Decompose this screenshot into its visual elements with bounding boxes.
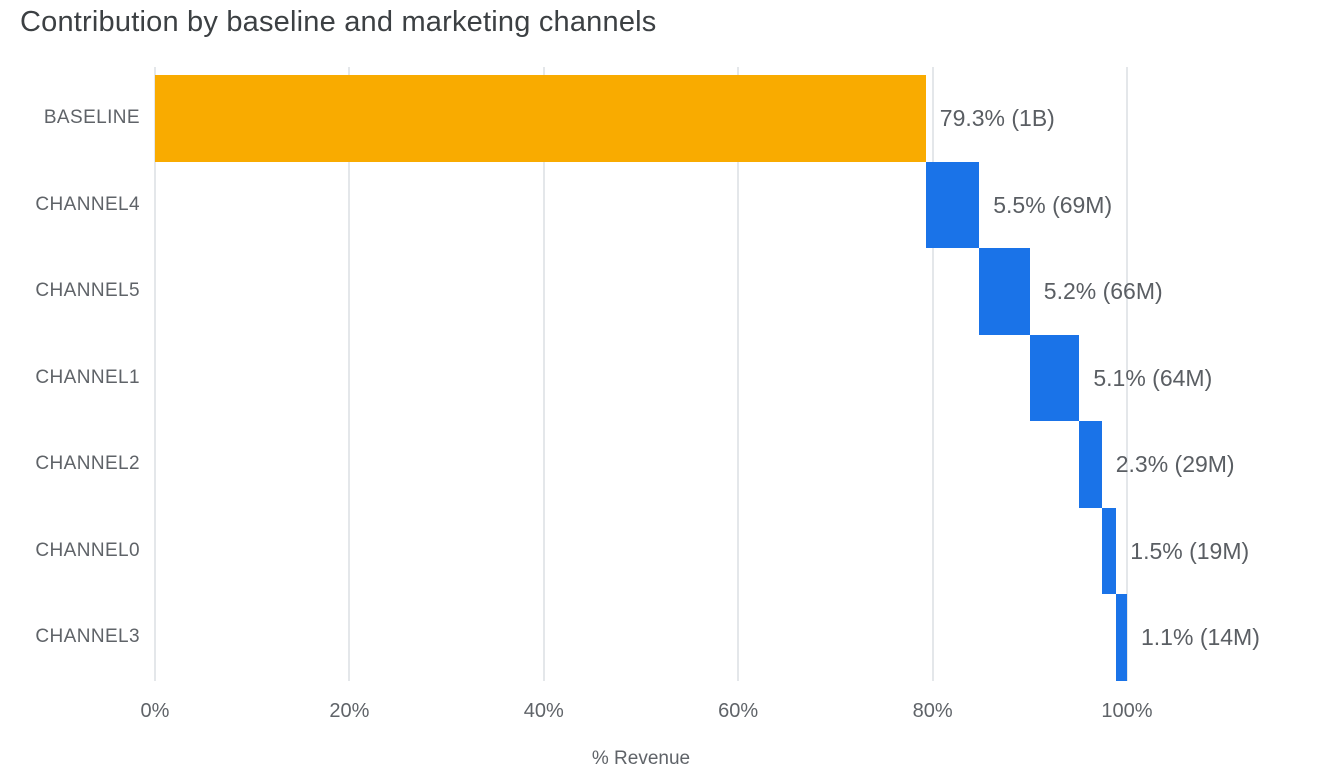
category-label-channel3: CHANNEL3 [35, 626, 140, 647]
bar-baseline[interactable] [155, 75, 926, 162]
bar-channel5[interactable] [979, 248, 1030, 335]
category-label-channel0: CHANNEL0 [35, 539, 140, 561]
gridline [154, 67, 156, 681]
bar-channel3[interactable] [1116, 594, 1127, 681]
x-tick-label: 100% [1101, 700, 1153, 722]
bar-channel4[interactable] [925, 161, 980, 248]
gridline [1126, 67, 1128, 681]
category-label-channel5: CHANNEL5 [35, 280, 140, 301]
bar-value-label: 5.1% (64M) [1093, 364, 1213, 391]
x-tick-label: 60% [718, 700, 759, 722]
x-tick-label: 80% [912, 700, 953, 722]
bar-value-label: 79.3% (1B) [939, 105, 1055, 131]
gridline [348, 67, 351, 681]
bar-value-label: 1.1% (14M) [1141, 624, 1260, 650]
bar-value-label: 5.5% (69M) [993, 191, 1113, 218]
gridline [931, 67, 934, 681]
category-label-channel4: CHANNEL4 [35, 193, 140, 215]
x-axis-title: % Revenue [591, 748, 691, 769]
x-tick-label: 20% [329, 700, 370, 722]
gridline [542, 67, 545, 681]
category-label-channel1: CHANNEL1 [35, 366, 140, 388]
category-label-channel2: CHANNEL2 [35, 453, 140, 474]
x-tick-label: 40% [523, 700, 564, 722]
gridline [737, 67, 740, 681]
bar-channel2[interactable] [1079, 421, 1102, 508]
bar-value-label: 1.5% (19M) [1130, 537, 1250, 564]
chart-title: Contribution by baseline and marketing c… [20, 6, 657, 38]
x-tick-label: 0% [140, 700, 170, 722]
bar-channel0[interactable] [1101, 507, 1117, 594]
category-label-baseline: BASELINE [43, 107, 140, 128]
bar-channel1[interactable] [1029, 334, 1080, 421]
bar-value-label: 2.3% (29M) [1115, 451, 1235, 477]
bar-value-label: 5.2% (66M) [1043, 278, 1163, 304]
